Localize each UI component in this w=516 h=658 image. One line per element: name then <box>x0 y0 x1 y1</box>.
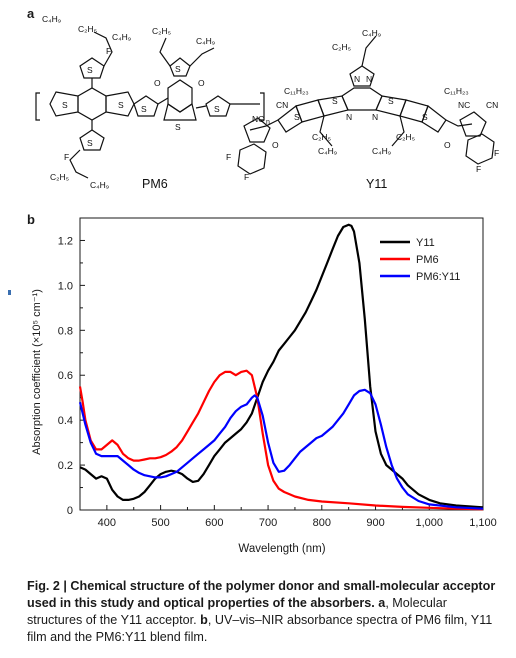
y-axis-ticks: 0 0.2 0.4 0.6 0.8 1.0 1.2 <box>58 217 85 517</box>
pm6-atoms: C₄H₉ C₂H₅ F S S S S S F C₂H₅ C₄H₉ C₄H₉ C… <box>42 14 270 190</box>
pm6-s-left: S <box>62 100 68 110</box>
y11-c2h5-left: C₂H₅ <box>312 132 331 142</box>
series-lines <box>78 223 484 511</box>
x-tick-label: 1,100 <box>469 517 497 529</box>
caption-part-a-label: a <box>378 596 386 610</box>
pm6-c2h5-mid: C₂H₅ <box>152 26 171 36</box>
caption-part-a-text: , Molecular structures of the Y11 accept… <box>27 596 447 627</box>
legend-label: Y11 <box>416 237 435 249</box>
pm6-c4h9-mid: C₄H₉ <box>112 32 131 42</box>
y-tick-label: 1.2 <box>58 235 73 247</box>
pm6-c2h5-top: C₂H₅ <box>78 24 97 34</box>
y11-o-left: O <box>272 140 279 150</box>
y-axis-label: Absorption coefficient (×10⁵ cm⁻¹) <box>31 289 43 455</box>
side-margin-mark <box>8 290 11 295</box>
series-line-pm6 <box>78 369 484 511</box>
y11-f-left-1: F <box>226 152 231 162</box>
pm6-s-end: S <box>214 104 220 114</box>
molecular-structures: C₄H₉ C₂H₅ F S S S S S F C₂H₅ C₄H₉ C₄H₉ C… <box>35 14 499 191</box>
pm6-s-bdd-lower: S <box>175 122 181 132</box>
pm6-label: PM6 <box>142 177 168 191</box>
y11-nc-right: NC <box>458 100 470 110</box>
y11-n-1: N <box>354 74 360 84</box>
y11-s-1: S <box>332 96 338 106</box>
y11-c11h23-right: C₁₁H₂₃ <box>444 86 469 96</box>
y11-c4h9-left: C₄H₉ <box>318 146 337 156</box>
y11-n-4: N <box>372 112 378 122</box>
pm6-o-right: O <box>198 78 205 88</box>
x-tick-label: 400 <box>98 517 116 529</box>
pm6-c4h9-right: C₄H₉ <box>196 36 215 46</box>
panel-a-letter: a <box>27 6 35 21</box>
y11-s-3: S <box>294 112 300 122</box>
y-tick-label: 0.2 <box>58 460 73 472</box>
figure-caption: Fig. 2 | Chemical structure of the polym… <box>27 578 497 646</box>
pm6-s-right: S <box>118 100 124 110</box>
pm6-o-left: O <box>154 78 161 88</box>
x-tick-label: 500 <box>151 517 169 529</box>
pm6-s-top: S <box>87 65 93 75</box>
pm6-s-bridge: S <box>141 104 147 114</box>
caption-title: Chemical structure of the polymer donor … <box>27 579 496 610</box>
y11-o-right: O <box>444 140 451 150</box>
y11-cn-right: CN <box>486 100 498 110</box>
caption-part-b-text: , UV–vis–NIR absorbance spectra of PM6 f… <box>27 613 493 644</box>
caption-part-b-label: b <box>200 613 208 627</box>
pm6-f-bottom: F <box>64 152 69 162</box>
pm6-repeat-n: n <box>266 119 270 126</box>
y11-f-right-1: F <box>494 148 499 158</box>
y-tick-label: 0.4 <box>58 415 73 427</box>
x-tick-label: 700 <box>259 517 277 529</box>
caption-figure-label: Fig. 2 | <box>27 579 67 593</box>
y-tick-label: 0 <box>67 505 73 517</box>
y-tick-label: 0.6 <box>58 370 73 382</box>
x-axis-ticks: 400 500 600 700 800 900 1,000 1,100 <box>79 505 497 529</box>
pm6-c4h9-bottom: C₄H₉ <box>90 180 109 190</box>
y11-n-3: N <box>346 112 352 122</box>
legend-label: PM6:Y11 <box>416 271 460 283</box>
x-tick-label: 900 <box>366 517 384 529</box>
absorption-chart: 400 500 600 700 800 900 1,000 1,100 00.20.40.60… <box>31 217 497 555</box>
pm6-c2h5-bottom: C₂H₅ <box>50 172 69 182</box>
y11-nc-left: NC <box>252 114 264 124</box>
y11-s-4: S <box>422 112 428 122</box>
panel-b-letter: b <box>27 212 35 227</box>
y11-c2h5-top: C₂H₅ <box>332 42 351 52</box>
y11-s-2: S <box>388 96 394 106</box>
x-tick-label: 1,000 <box>416 517 444 529</box>
y11-n-2: N <box>366 74 372 84</box>
y11-structure <box>237 35 495 175</box>
pm6-structure <box>35 31 265 179</box>
y11-c2h5-right: C₂H₅ <box>396 132 415 142</box>
y11-c4h9-top: C₄H₉ <box>362 28 381 38</box>
plot-frame <box>79 217 484 511</box>
plot-area-border <box>79 217 484 511</box>
pm6-f-top: F <box>106 46 111 56</box>
series-line-y11 <box>79 223 484 509</box>
x-axis-label: Wavelength (nm) <box>238 543 325 555</box>
y11-f-left-2: F <box>244 172 249 182</box>
pm6-s-bdd: S <box>175 64 181 74</box>
x-tick-label: 800 <box>313 517 331 529</box>
y11-atoms: C₄H₉ C₂H₅ N N C₁₁H₂₃ C₁₁H₂₃ CN NC NC CN … <box>226 28 499 182</box>
series-line-pm6-y11 <box>78 388 484 510</box>
x-tick-label: 600 <box>205 517 223 529</box>
y-tick-label: 0.8 <box>58 325 73 337</box>
pm6-c4h9-top: C₄H₉ <box>42 14 61 24</box>
y-tick-label: 1.0 <box>58 280 73 292</box>
y11-label: Y11 <box>366 177 387 191</box>
y11-c11h23-left: C₁₁H₂₃ <box>284 86 309 96</box>
legend-label: PM6 <box>416 254 439 266</box>
y11-f-right-2: F <box>476 164 481 174</box>
y11-cn-left: CN <box>276 100 288 110</box>
pm6-s-bottom: S <box>87 138 93 148</box>
y11-c4h9-right: C₄H₉ <box>372 146 391 156</box>
legend: Y11 PM6 PM6:Y11 <box>380 237 460 283</box>
